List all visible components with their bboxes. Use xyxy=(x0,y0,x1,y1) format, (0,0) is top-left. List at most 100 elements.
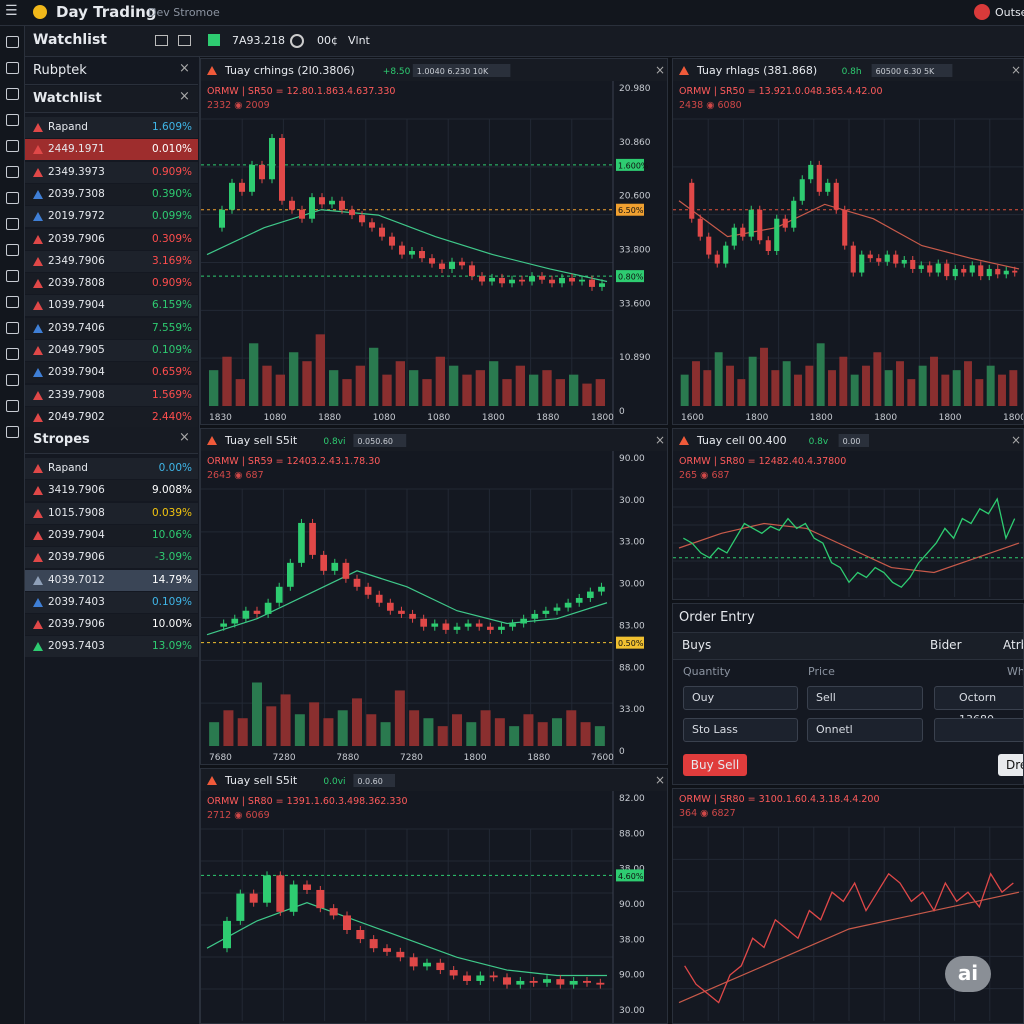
watchlist-row[interactable]: 2039.7904 10.06% xyxy=(25,524,198,546)
search-row xyxy=(25,58,198,85)
volume-bar xyxy=(435,356,445,406)
close-icon[interactable]: × xyxy=(179,430,190,445)
rail-icon[interactable] xyxy=(6,426,19,438)
row-name: 2039.7906 xyxy=(48,618,105,631)
candle xyxy=(529,276,535,282)
y-tick-label: 0 xyxy=(619,747,625,757)
watchlist-row[interactable]: 1015.7908 0.039% xyxy=(25,502,198,524)
watchlist-row[interactable]: 2039.7406 7.559% xyxy=(25,317,198,339)
watchlist-row[interactable]: 2093.7403 13.09% xyxy=(25,636,198,658)
candle xyxy=(356,930,365,940)
rail-icon[interactable] xyxy=(6,62,19,74)
toolbar-icon[interactable] xyxy=(178,35,191,46)
watchlist-row[interactable]: 2339.7908 1.569% xyxy=(25,384,198,406)
candle xyxy=(556,979,565,985)
watchlist-row[interactable]: 3419.7906 9.008% xyxy=(25,480,198,502)
watchlist-row[interactable]: 2049.7902 2.440% xyxy=(25,406,198,428)
top-bar: ☰ Day Trading Dev Stromoe Outse xyxy=(0,0,1024,26)
row-name: 2039.7906 xyxy=(48,232,105,245)
rail-icon[interactable] xyxy=(6,348,19,360)
rail-icon[interactable] xyxy=(6,36,19,48)
watchlist-row[interactable]: 2039.7808 0.909% xyxy=(25,273,198,295)
order-input[interactable]: Octorn 13680 xyxy=(934,686,1023,726)
watchlist-row[interactable]: 2019.7972 0.099% xyxy=(25,206,198,228)
rail-icon[interactable] xyxy=(6,192,19,204)
watchlist-row[interactable]: 2049.7905 0.109% xyxy=(25,340,198,361)
rail-icon[interactable] xyxy=(6,244,19,256)
x-tick-label: 7600 xyxy=(591,753,614,763)
row-name: 2039.7906 xyxy=(48,551,105,564)
tab[interactable]: Atrb xyxy=(1003,638,1023,652)
candle xyxy=(978,265,984,277)
avatar[interactable] xyxy=(974,4,990,20)
close-icon: × xyxy=(655,63,665,77)
candle xyxy=(420,618,427,627)
toolbar-item[interactable]: 00¢ xyxy=(317,34,338,47)
volume-bar xyxy=(509,726,520,746)
volume-bar xyxy=(594,726,605,746)
ai-badge[interactable]: ai xyxy=(945,956,991,992)
menu-icon[interactable]: ☰ xyxy=(5,3,18,19)
secondary-button[interactable]: Dre xyxy=(998,754,1023,776)
empty-input[interactable] xyxy=(934,718,1023,742)
record-icon[interactable] xyxy=(290,34,304,48)
x-tick-label: 1800 xyxy=(745,413,768,423)
rail-icon[interactable] xyxy=(6,400,19,412)
close-icon[interactable]: × xyxy=(179,89,190,104)
ticker-icon xyxy=(208,34,220,46)
candle xyxy=(927,265,933,273)
rail-icon[interactable] xyxy=(6,374,19,386)
watchlist-row[interactable]: 2039.7906 -3.09% xyxy=(25,547,198,569)
type-select[interactable]: Onnetl xyxy=(807,718,923,742)
ticker[interactable]: 7A93.218 xyxy=(232,34,286,47)
rail-icon[interactable] xyxy=(6,296,19,308)
y-tick-label: 20.980 xyxy=(619,84,651,94)
stop-input[interactable]: Sto Lass xyxy=(683,718,798,742)
watchlist-row[interactable]: 2039.7906 10.00% xyxy=(25,614,198,636)
rail-icon[interactable] xyxy=(6,88,19,100)
candle xyxy=(316,889,325,909)
watchlist-row[interactable]: 2449.1971 0.010% xyxy=(25,139,198,161)
rail-icon[interactable] xyxy=(6,166,19,178)
candle xyxy=(487,626,494,630)
buy-sell-button[interactable]: Buy Sell xyxy=(683,754,747,776)
quantity-input[interactable]: Ouy xyxy=(683,686,798,710)
candle xyxy=(884,254,890,262)
x-tick-label: 1800 xyxy=(874,413,897,423)
rail-icon[interactable] xyxy=(6,114,19,126)
volume-bar xyxy=(850,374,859,406)
user-name[interactable]: Outse xyxy=(995,6,1024,19)
toolbar-item[interactable]: Vlnt xyxy=(348,34,370,47)
watchlist-row[interactable]: 2039.7308 0.390% xyxy=(25,183,198,205)
candle xyxy=(553,607,561,611)
watchlist-row[interactable]: 2039.7906 0.309% xyxy=(25,228,198,250)
rail-icon[interactable] xyxy=(6,140,19,152)
row-change: 1.609% xyxy=(151,121,192,133)
volume-bar xyxy=(237,718,248,746)
y-tick-label: 90.00 xyxy=(619,900,645,910)
candle xyxy=(569,277,575,282)
watchlist-row[interactable]: Rapand 1.609% xyxy=(25,117,198,138)
watchlist-row[interactable]: 1039.7904 6.159% xyxy=(25,295,198,317)
rail-icon[interactable] xyxy=(6,322,19,334)
toolbar-icon[interactable] xyxy=(155,35,168,46)
tab[interactable]: Bider xyxy=(930,638,962,652)
candle xyxy=(859,254,865,273)
watchlist-row[interactable]: 2349.7906 3.169% xyxy=(25,250,198,272)
volume-bar xyxy=(794,374,802,406)
watchlist-row[interactable]: 2039.7403 0.109% xyxy=(25,591,198,613)
side-select[interactable]: Sell xyxy=(807,686,923,710)
watchlist-row[interactable]: Rapand 0.00% xyxy=(25,458,198,479)
search-text[interactable]: Rubptek xyxy=(33,63,87,78)
close-icon[interactable]: × xyxy=(179,61,190,76)
watchlist-row[interactable]: 2039.7904 0.659% xyxy=(25,362,198,384)
chart-panel: Tuay cell 00.400 0.8v 0.00 × ORMW | SR80 = 1… xyxy=(672,428,1024,600)
candle xyxy=(910,259,916,269)
rail-icon[interactable] xyxy=(6,270,19,282)
rail-icon[interactable] xyxy=(6,218,19,230)
volume-bar xyxy=(918,365,927,406)
candle xyxy=(409,613,416,619)
watchlist-row[interactable]: 2349.3973 0.909% xyxy=(25,161,198,183)
tab[interactable]: Buys xyxy=(682,638,712,652)
watchlist-row[interactable]: 4039.7012 14.79% xyxy=(25,569,198,591)
